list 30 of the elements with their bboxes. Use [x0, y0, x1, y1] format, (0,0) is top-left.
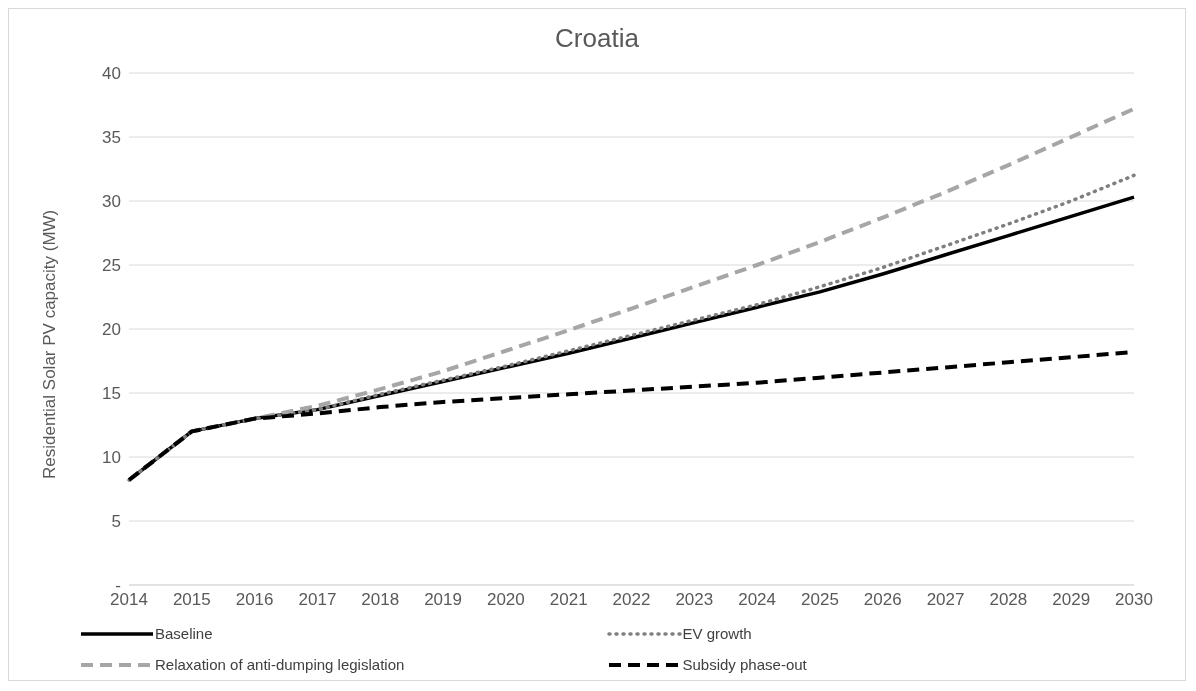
x-tick-label: 2026: [863, 590, 902, 610]
x-tick-label: 2016: [235, 590, 274, 610]
chart-title: Croatia: [554, 22, 640, 55]
x-tick-label: 2030: [1115, 590, 1153, 610]
y-tick-label: 40: [102, 64, 121, 84]
x-tick-label: 2023: [675, 590, 714, 610]
y-tick-label: 20: [102, 320, 121, 340]
y-axis-title: Residential Solar PV capacity (MW): [40, 209, 60, 479]
x-tick-label: 2027: [926, 590, 965, 610]
legend-label: EV growth: [682, 625, 752, 642]
x-tick-label: 2025: [801, 590, 839, 610]
y-tick-label: 15: [102, 384, 121, 404]
x-tick-label: 2022: [612, 590, 651, 610]
y-tick-label: 25: [102, 256, 121, 276]
y-tick-label: 35: [102, 128, 121, 148]
y-tick-label: 10: [102, 448, 121, 468]
x-tick-label: 2029: [1052, 590, 1091, 610]
x-tick-label: 2015: [172, 590, 211, 610]
legend-label: Baseline: [155, 625, 213, 642]
y-tick-label: 30: [102, 192, 121, 212]
y-tick-label: 5: [111, 512, 121, 532]
x-tick-label: 2028: [989, 590, 1028, 610]
x-tick-label: 2019: [424, 590, 462, 610]
x-tick-label: 2020: [486, 590, 525, 610]
legend-label: Subsidy phase-out: [682, 656, 807, 673]
x-tick-label: 2018: [361, 590, 400, 610]
x-tick-label: 2017: [298, 590, 337, 610]
legend-label: Relaxation of anti-dumping legislation: [155, 656, 405, 673]
x-tick-label: 2024: [738, 590, 777, 610]
x-tick-label: 2021: [549, 590, 588, 610]
